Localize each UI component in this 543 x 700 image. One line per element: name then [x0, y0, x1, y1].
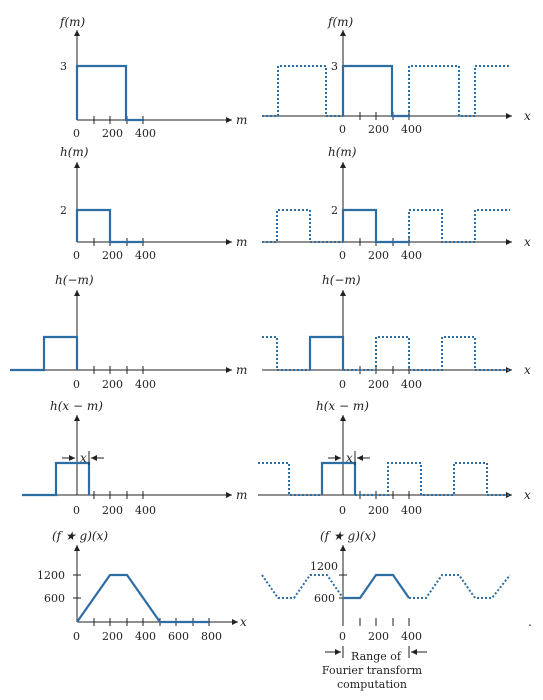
- y-tick: 2: [331, 204, 338, 217]
- x-tick-400: 400: [135, 249, 156, 262]
- x-tick-800: 800: [201, 630, 222, 643]
- x-tick-0: 0: [339, 123, 346, 136]
- x-tick-200: 200: [368, 378, 389, 391]
- y-label: h(m): [328, 145, 357, 159]
- x-tick-0: 0: [339, 630, 346, 643]
- x-tick-0: 0: [73, 127, 80, 140]
- x-tick-0: 0: [73, 249, 80, 262]
- conv-periodic-left: [261, 574, 344, 599]
- x-tick-400: 400: [401, 504, 422, 517]
- y-label: h(x − m): [316, 399, 369, 413]
- x-tick-400: 400: [135, 127, 156, 140]
- x-tick-0: 0: [339, 378, 346, 391]
- hshift-signal-line: [22, 461, 91, 497]
- y-label: h(−m): [55, 273, 94, 287]
- h-periodic-left: [262, 209, 343, 243]
- hshift-period-main: [320, 461, 357, 495]
- y-label: h(x − m): [50, 399, 103, 413]
- panel-hshift-right: x h(x − m) 0 200 400 x: [258, 399, 531, 517]
- x-tick-400: 400: [401, 378, 422, 391]
- y-tick-600: 600: [44, 592, 65, 605]
- y-label: h(m): [60, 145, 89, 159]
- x-tick-400: 400: [401, 123, 422, 136]
- shift-label: x: [346, 451, 353, 465]
- conv-period-main: [343, 573, 410, 600]
- y-tick-1200: 1200: [310, 560, 338, 573]
- x-tick-0: 0: [73, 504, 80, 517]
- y-tick-600: 600: [314, 592, 335, 605]
- hshift-periodic-left: [258, 462, 322, 496]
- x-var: m: [236, 235, 247, 249]
- h-periodic-right: [408, 209, 510, 243]
- f-period-main: [341, 64, 409, 118]
- panel-conv-left: (f ★ g)(x) 1200 600 0 200 400 600 800 x: [37, 529, 247, 643]
- x-tick-200: 200: [102, 249, 123, 262]
- x-tick-600: 600: [168, 630, 189, 643]
- panel-h-right: h(m) 2 0 200 400 x: [262, 145, 531, 262]
- x-tick-200: 200: [368, 504, 389, 517]
- y-label: f(m): [59, 15, 86, 29]
- axis-end-dot: .: [528, 615, 532, 629]
- panel-hshift-left: x h(x − m) 0 200 400 m: [22, 399, 247, 517]
- panel-f-left: f(m) 3 0 200 400 m: [59, 15, 247, 140]
- hneg-period-main: [308, 335, 345, 370]
- panel-hneg-left: h(−m) 0 200 400 m: [10, 273, 247, 391]
- x-tick-200: 200: [368, 249, 389, 262]
- x-tick-200: 200: [102, 504, 123, 517]
- y-label: (f ★ g)(x): [320, 529, 376, 543]
- y-tick: 3: [60, 60, 67, 73]
- panel-hneg-right: h(−m) 0 200 400 x: [262, 273, 531, 391]
- y-tick: 2: [60, 204, 67, 217]
- x-tick-400: 400: [135, 378, 156, 391]
- x-var: m: [236, 363, 247, 377]
- x-var: x: [524, 488, 531, 502]
- panel-conv-right: . (f ★ g)(x) 1200 600 0 200 400 Range of…: [261, 529, 532, 691]
- x-tick-0: 0: [73, 378, 80, 391]
- x-tick-400: 400: [135, 504, 156, 517]
- x-tick-0: 0: [339, 504, 346, 517]
- x-tick-200: 200: [102, 630, 123, 643]
- x-tick-200: 200: [102, 378, 123, 391]
- x-tick-400: 400: [401, 630, 422, 643]
- hneg-periodic-left: [262, 336, 310, 371]
- panel-f-right: f(m) 3 0 200 400 x: [262, 15, 531, 136]
- x-tick-200: 200: [102, 127, 123, 140]
- range-note-line3: computation: [337, 678, 407, 691]
- x-var: m: [236, 113, 247, 127]
- y-tick: 3: [331, 60, 338, 73]
- x-var: m: [236, 488, 247, 502]
- shift-label: x: [80, 451, 87, 465]
- x-var: x: [524, 363, 531, 377]
- x-tick-200: 200: [368, 123, 389, 136]
- h-period-main: [341, 208, 409, 244]
- f-periodic-right: [408, 65, 510, 117]
- x-tick-0: 0: [73, 630, 80, 643]
- hshift-periodic-right: [355, 462, 510, 496]
- x-tick-0: 0: [339, 249, 346, 262]
- hneg-signal-line: [10, 335, 79, 372]
- h-signal-line: [75, 208, 143, 244]
- x-var: x: [240, 615, 247, 629]
- range-note-line2: Fourier transform: [322, 664, 423, 677]
- x-tick-200: 200: [368, 630, 389, 643]
- f-periodic-left: [262, 65, 343, 117]
- conv-signal-line: [76, 573, 209, 624]
- y-label: f(m): [327, 15, 354, 29]
- conv-periodic-right: [409, 574, 511, 599]
- range-note-line1: Range of: [351, 650, 402, 663]
- y-label: h(−m): [322, 273, 361, 287]
- x-tick-400: 400: [135, 630, 156, 643]
- x-var: x: [524, 109, 531, 123]
- hneg-periodic-right: [343, 336, 510, 371]
- y-tick-1200: 1200: [37, 569, 65, 582]
- panel-h-left: h(m) 2 0 200 400 m: [60, 145, 247, 262]
- y-label: (f ★ g)(x): [52, 529, 108, 543]
- x-var: x: [524, 235, 531, 249]
- x-tick-400: 400: [401, 249, 422, 262]
- f-signal-line: [75, 64, 143, 122]
